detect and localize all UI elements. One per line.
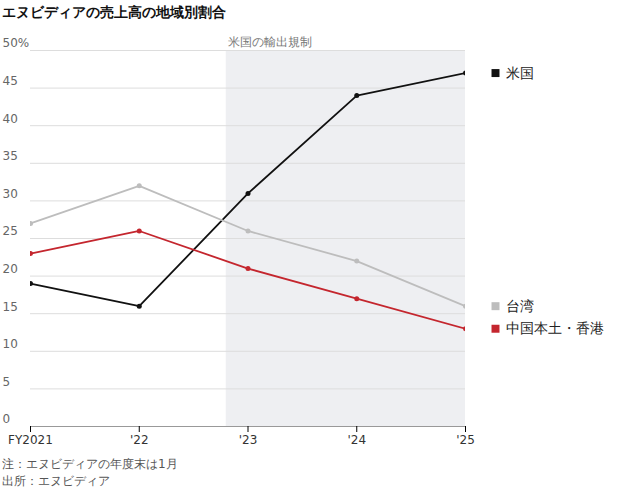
svg-text:中国本土・香港: 中国本土・香港 bbox=[506, 320, 604, 336]
html-text:出所：エヌビディア: 出所：エヌビディア bbox=[2, 474, 110, 488]
svg-text:45: 45 bbox=[3, 74, 18, 88]
svg-text:'22: '22 bbox=[130, 433, 149, 447]
svg-text:米国: 米国 bbox=[506, 65, 534, 81]
svg-text:40: 40 bbox=[3, 112, 18, 126]
svg-text:台湾: 台湾 bbox=[506, 298, 534, 314]
svg-text:30: 30 bbox=[3, 187, 18, 201]
svg-text:'23: '23 bbox=[239, 433, 258, 447]
html-text:エヌビディアの売上高の地域別割合: エヌビディアの売上高の地域別割合 bbox=[2, 4, 226, 20]
svg-text:'25: '25 bbox=[456, 433, 475, 447]
svg-text:5: 5 bbox=[3, 375, 11, 389]
svg-text:0: 0 bbox=[3, 412, 11, 426]
html-text:注：エヌビディアの年度末は1月: 注：エヌビディアの年度末は1月 bbox=[2, 457, 178, 471]
svg-text:50%: 50% bbox=[3, 36, 30, 50]
svg-text:'24: '24 bbox=[347, 433, 366, 447]
svg-text:35: 35 bbox=[3, 149, 18, 163]
svg-text:10: 10 bbox=[3, 337, 18, 351]
svg-text:25: 25 bbox=[3, 224, 18, 238]
svg-text:15: 15 bbox=[3, 300, 18, 314]
svg-text:米国の輸出規制: 米国の輸出規制 bbox=[228, 35, 312, 49]
svg-text:20: 20 bbox=[3, 262, 18, 276]
svg-text:FY2021: FY2021 bbox=[8, 433, 53, 447]
